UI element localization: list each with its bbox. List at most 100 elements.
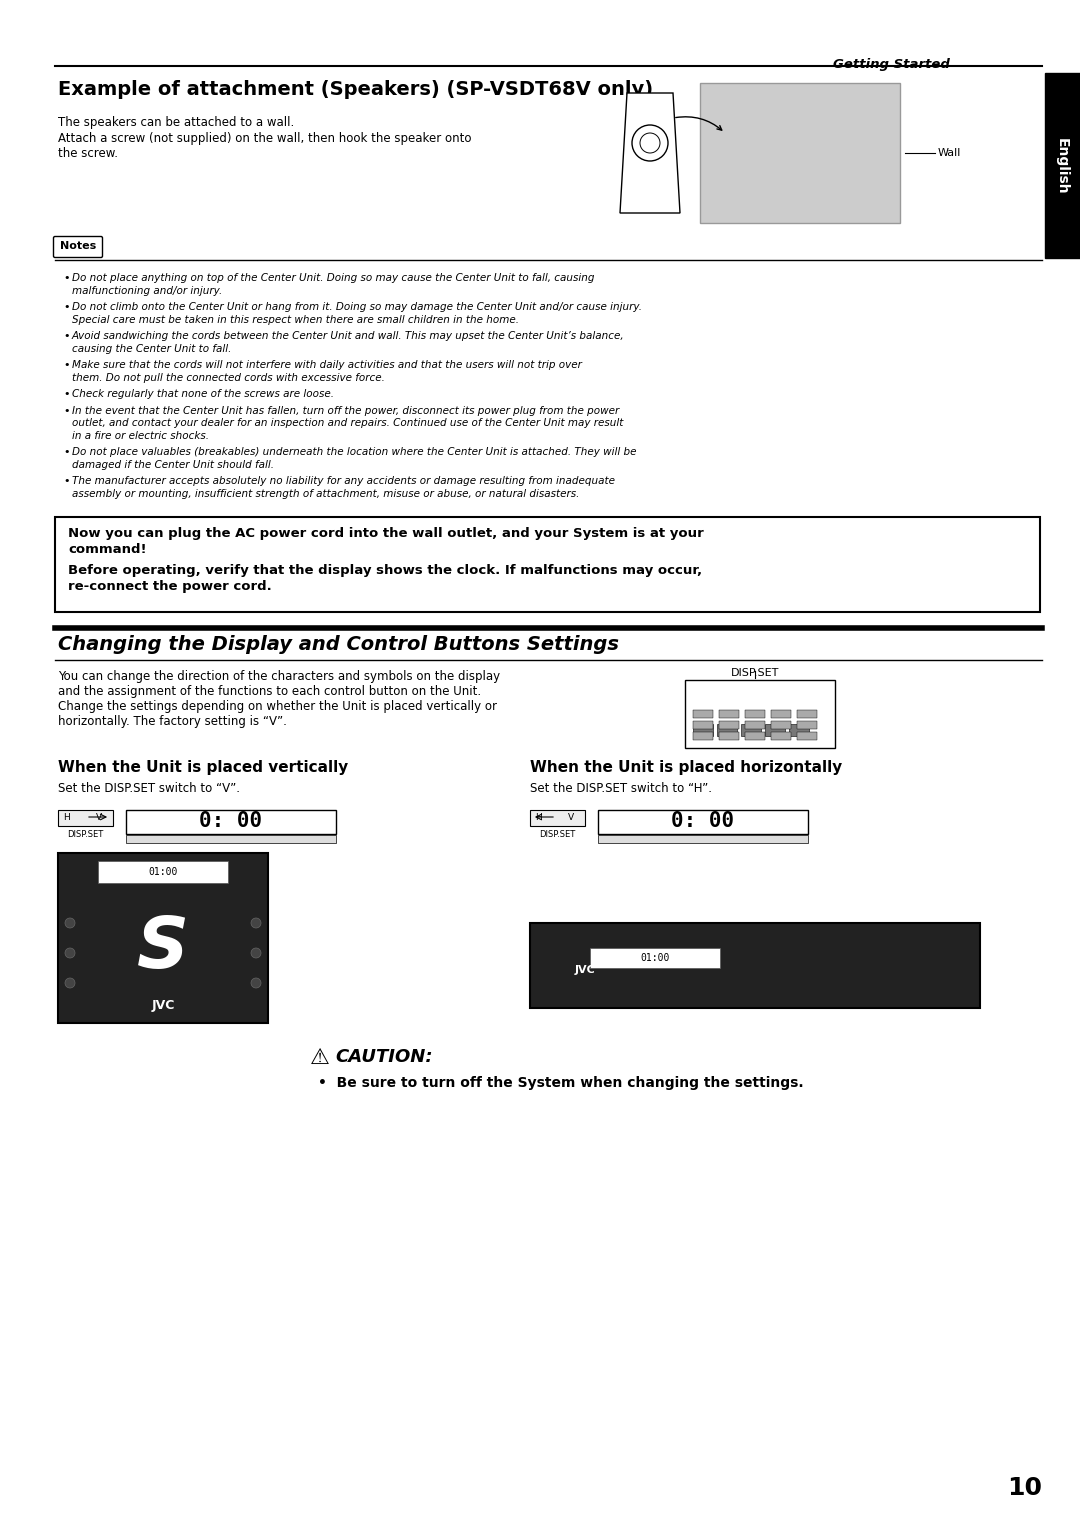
Text: 01:00: 01:00 — [640, 953, 670, 963]
Text: outlet, and contact your dealer for an inspection and repairs. Continued use of : outlet, and contact your dealer for an i… — [72, 419, 623, 428]
Bar — [693, 711, 713, 718]
Text: Set the DISP.SET switch to “V”.: Set the DISP.SET switch to “V”. — [58, 782, 240, 795]
Bar — [685, 680, 835, 749]
Circle shape — [65, 978, 75, 989]
Bar — [745, 732, 765, 740]
Bar — [797, 721, 816, 729]
Text: •: • — [63, 448, 69, 457]
Bar — [693, 721, 713, 729]
Text: Do not climb onto the Center Unit or hang from it. Doing so may damage the Cente: Do not climb onto the Center Unit or han… — [72, 303, 642, 312]
Text: Make sure that the cords will not interfere with daily activities and that the u: Make sure that the cords will not interf… — [72, 361, 582, 370]
Bar — [797, 732, 816, 740]
Text: DISP.SET: DISP.SET — [539, 830, 576, 839]
Text: Changing the Display and Control Buttons Settings: Changing the Display and Control Buttons… — [58, 636, 619, 654]
Bar — [58, 810, 113, 827]
Bar — [719, 721, 739, 729]
Text: •  Be sure to turn off the System when changing the settings.: • Be sure to turn off the System when ch… — [318, 1076, 804, 1089]
Circle shape — [632, 125, 669, 160]
Bar — [717, 724, 737, 736]
Text: The manufacturer accepts absolutely no liability for any accidents or damage res: The manufacturer accepts absolutely no l… — [72, 477, 615, 486]
Text: 01:00: 01:00 — [148, 866, 178, 877]
Bar — [126, 834, 336, 843]
Circle shape — [251, 947, 261, 958]
Text: Attach a screw (not supplied) on the wall, then hook the speaker onto
the screw.: Attach a screw (not supplied) on the wal… — [58, 131, 472, 160]
Text: Notes: Notes — [59, 241, 96, 251]
Bar — [530, 923, 980, 1008]
Text: them. Do not pull the connected cords with excessive force.: them. Do not pull the connected cords wi… — [72, 373, 384, 382]
Text: re-connect the power cord.: re-connect the power cord. — [68, 581, 272, 593]
Text: DISP.SET: DISP.SET — [67, 830, 103, 839]
Text: Example of attachment (Speakers) (SP-VSDT68V only): Example of attachment (Speakers) (SP-VSD… — [58, 79, 653, 99]
Text: Check regularly that none of the screws are loose.: Check regularly that none of the screws … — [72, 390, 334, 399]
Text: •: • — [63, 405, 69, 416]
Bar — [719, 711, 739, 718]
Bar — [58, 853, 268, 1024]
Text: malfunctioning and/or injury.: malfunctioning and/or injury. — [72, 286, 222, 295]
Text: V: V — [96, 813, 103, 822]
Text: command!: command! — [68, 542, 147, 556]
Bar — [598, 834, 808, 843]
Bar — [797, 711, 816, 718]
Bar — [741, 724, 761, 736]
Text: Now you can plug the AC power cord into the wall outlet, and your System is at y: Now you can plug the AC power cord into … — [68, 527, 704, 539]
Text: JVC: JVC — [151, 998, 175, 1012]
Text: Do not place anything on top of the Center Unit. Doing so may cause the Center U: Do not place anything on top of the Cent… — [72, 274, 594, 283]
Bar — [1045, 73, 1080, 258]
Bar — [55, 516, 1040, 613]
Text: Before operating, verify that the display shows the clock. If malfunctions may o: Before operating, verify that the displa… — [68, 564, 702, 578]
Text: ⚠: ⚠ — [310, 1048, 330, 1068]
Text: •: • — [63, 361, 69, 370]
Circle shape — [65, 947, 75, 958]
Text: Do not place valuables (breakables) underneath the location where the Center Uni: Do not place valuables (breakables) unde… — [72, 448, 636, 457]
Bar — [771, 721, 791, 729]
Text: You can change the direction of the characters and symbols on the display
and th: You can change the direction of the char… — [58, 669, 500, 727]
Circle shape — [251, 978, 261, 989]
Text: English: English — [1055, 138, 1069, 194]
Text: •: • — [63, 303, 69, 312]
Text: V: V — [568, 813, 575, 822]
Text: CAUTION:: CAUTION: — [335, 1048, 433, 1067]
Bar — [771, 732, 791, 740]
Bar — [126, 810, 336, 834]
Text: Special care must be taken in this respect when there are small children in the : Special care must be taken in this respe… — [72, 315, 519, 324]
Text: causing the Center Unit to fall.: causing the Center Unit to fall. — [72, 344, 231, 353]
Text: 0: 00: 0: 00 — [672, 811, 734, 831]
Text: Avoid sandwiching the cords between the Center Unit and wall. This may upset the: Avoid sandwiching the cords between the … — [72, 332, 624, 341]
Text: assembly or mounting, insufficient strength of attachment, misuse or abuse, or n: assembly or mounting, insufficient stren… — [72, 489, 579, 498]
Bar — [719, 732, 739, 740]
Text: •: • — [63, 332, 69, 341]
Bar — [98, 860, 228, 883]
FancyBboxPatch shape — [54, 237, 103, 258]
Text: DISP.SET: DISP.SET — [731, 668, 779, 678]
Text: When the Unit is placed vertically: When the Unit is placed vertically — [58, 759, 348, 775]
Text: 10: 10 — [1007, 1476, 1042, 1500]
Text: In the event that the Center Unit has fallen, turn off the power, disconnect its: In the event that the Center Unit has fa… — [72, 405, 619, 416]
Bar — [590, 947, 720, 969]
Bar — [693, 724, 713, 736]
Text: 0: 00: 0: 00 — [200, 811, 262, 831]
Polygon shape — [620, 93, 680, 212]
Bar — [693, 732, 713, 740]
Bar — [530, 810, 585, 827]
Text: S: S — [137, 914, 189, 983]
Text: H: H — [535, 813, 542, 822]
Text: JVC: JVC — [575, 966, 595, 975]
Text: Set the DISP.SET switch to “H”.: Set the DISP.SET switch to “H”. — [530, 782, 712, 795]
FancyArrowPatch shape — [676, 116, 721, 130]
Bar — [745, 721, 765, 729]
Text: The speakers can be attached to a wall.: The speakers can be attached to a wall. — [58, 116, 294, 128]
Text: •: • — [63, 477, 69, 486]
Bar — [771, 711, 791, 718]
Text: damaged if the Center Unit should fall.: damaged if the Center Unit should fall. — [72, 460, 274, 469]
Text: H: H — [63, 813, 70, 822]
Bar — [789, 724, 809, 736]
Text: •: • — [63, 390, 69, 399]
Text: •: • — [63, 274, 69, 283]
Circle shape — [251, 918, 261, 927]
Text: Wall: Wall — [939, 148, 961, 157]
Circle shape — [640, 133, 660, 153]
Bar — [598, 810, 808, 834]
Bar — [765, 724, 785, 736]
Text: When the Unit is placed horizontally: When the Unit is placed horizontally — [530, 759, 842, 775]
Bar — [745, 711, 765, 718]
